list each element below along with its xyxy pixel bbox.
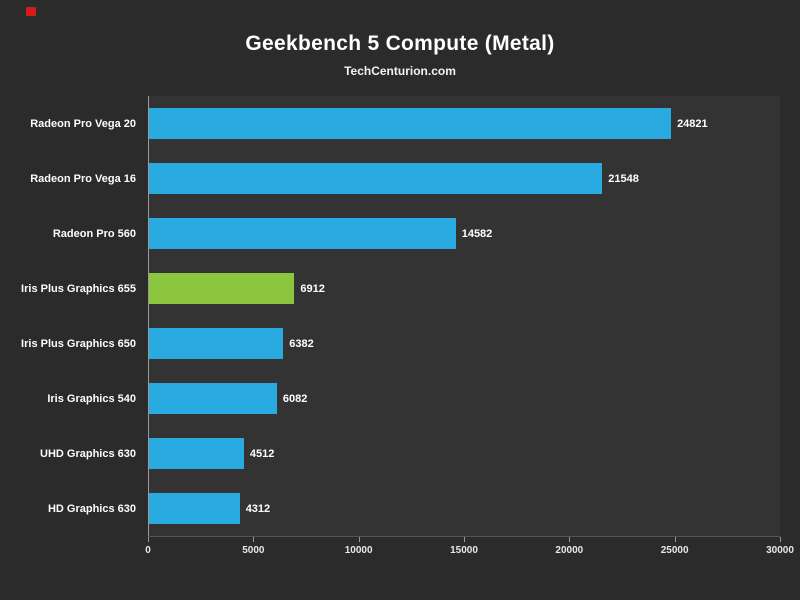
bar-value: 6082 xyxy=(282,392,308,405)
chart-subtitle: TechCenturion.com xyxy=(344,64,456,78)
bar xyxy=(149,438,244,469)
red-marker-icon xyxy=(26,7,36,16)
x-axis: 0 5000 10000 15000 20000 25000 30000 xyxy=(145,536,794,563)
bar-value: 21548 xyxy=(608,172,639,185)
bar xyxy=(149,493,240,524)
x-axis-tick-label: 5000 xyxy=(242,545,265,556)
x-axis-tick xyxy=(780,537,781,542)
chart-row: Iris Plus Graphics 650 6382 xyxy=(0,316,800,371)
category-label: Iris Plus Graphics 650 xyxy=(21,337,136,350)
bar-value: 14582 xyxy=(461,227,493,240)
chart-title: Geekbench 5 Compute (Metal) xyxy=(245,32,555,55)
bar xyxy=(149,273,295,304)
chart-row: Radeon Pro 560 14582 xyxy=(0,206,800,261)
x-axis-tick-label: 25000 xyxy=(660,545,689,556)
bar xyxy=(149,328,284,359)
bar xyxy=(149,383,277,414)
category-label: Radeon Pro Vega 16 xyxy=(30,172,136,185)
x-axis-tick-label: 10000 xyxy=(344,545,373,556)
bar-value: 6912 xyxy=(300,282,325,295)
bar-value: 4312 xyxy=(245,502,271,515)
x-axis-tick-label: 15000 xyxy=(450,545,478,556)
category-label: HD Graphics 630 xyxy=(47,502,136,515)
x-axis-tick xyxy=(253,537,255,542)
bar-value: 24821 xyxy=(677,117,708,130)
chart-row: Iris Plus Graphics 655 6912 xyxy=(0,261,800,316)
bar-track: 24821 xyxy=(148,96,780,151)
bar-track: 6382 xyxy=(148,316,780,371)
bar xyxy=(149,218,456,249)
category-label: Radeon Pro Vega 20 xyxy=(30,117,136,130)
x-axis-tick xyxy=(148,537,149,542)
category-label: UHD Graphics 630 xyxy=(40,447,136,460)
bar-track: 4312 xyxy=(148,481,780,536)
bar-track: 4512 xyxy=(148,426,780,481)
bar xyxy=(149,108,672,139)
bar-chart: Radeon Pro Vega 20 24821 Radeon Pro Vega 1… xyxy=(0,96,800,563)
x-axis-tick-label: 30000 xyxy=(766,545,794,556)
x-axis-tick xyxy=(569,537,571,542)
chart-row: Radeon Pro Vega 20 24821 xyxy=(0,96,800,151)
x-axis-tick xyxy=(464,537,465,542)
bar-track: 21548 xyxy=(148,151,780,206)
category-label: Iris Graphics 540 xyxy=(47,392,136,405)
category-label: Iris Plus Graphics 655 xyxy=(21,282,136,295)
x-axis-tick xyxy=(358,537,360,542)
x-axis-tick-label: 0 xyxy=(145,545,151,556)
chart-row: HD Graphics 630 4312 xyxy=(0,481,800,536)
chart-rows: Radeon Pro Vega 20 24821 Radeon Pro Vega 1… xyxy=(0,96,800,536)
x-axis-tick-label: 20000 xyxy=(555,545,584,556)
bar-value: 4512 xyxy=(249,447,275,460)
bar-track: 6912 xyxy=(148,261,780,316)
category-label: Radeon Pro 560 xyxy=(52,227,136,240)
bar xyxy=(149,163,603,194)
x-axis-tick xyxy=(674,537,676,542)
chart-row: Radeon Pro Vega 16 21548 xyxy=(0,151,800,206)
bar-value: 6382 xyxy=(289,337,314,350)
chart-row: Iris Graphics 540 6082 xyxy=(0,371,800,426)
bar-track: 6082 xyxy=(148,371,780,426)
chart-row: UHD Graphics 630 4512 xyxy=(0,426,800,481)
bar-track: 14582 xyxy=(148,206,780,261)
